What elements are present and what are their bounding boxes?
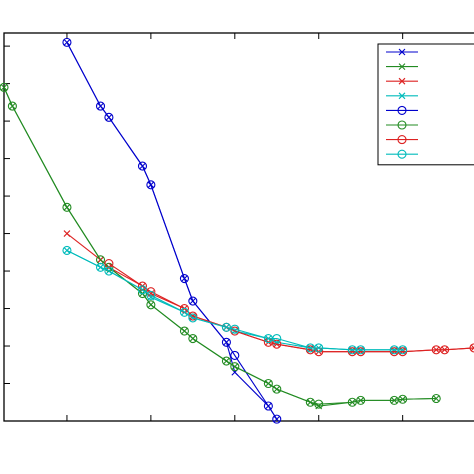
series-7-point-6 xyxy=(188,313,198,323)
series-2-point-19 xyxy=(470,344,474,352)
legend-marker-7 xyxy=(397,149,407,159)
series-7-point-16 xyxy=(398,345,408,355)
legend xyxy=(377,43,474,166)
series-5-point-10 xyxy=(230,362,240,372)
series-7-point-3 xyxy=(137,285,148,295)
series-5-point-8 xyxy=(188,333,198,344)
series-7-point-0 xyxy=(62,245,72,255)
series-4-point-4 xyxy=(146,180,156,190)
series-4-point-2 xyxy=(104,112,114,122)
series-7-point-12 xyxy=(314,343,324,353)
legend-marker-5 xyxy=(397,120,407,130)
series-7-point-7 xyxy=(221,322,231,332)
legend-marker-6 xyxy=(397,135,407,145)
series-4-point-8 xyxy=(230,350,240,360)
series-7-line xyxy=(66,249,403,351)
series-4-point-0 xyxy=(62,37,72,47)
series-2-point-0 xyxy=(63,230,71,237)
series-5-point-0 xyxy=(0,82,9,92)
series-4-point-10 xyxy=(272,414,282,424)
series-5-point-9 xyxy=(221,356,231,366)
legend-box xyxy=(377,43,474,166)
legend-marker-0 xyxy=(398,48,406,56)
series-6-line xyxy=(108,263,474,353)
series-4-point-1 xyxy=(95,101,106,111)
series-layer xyxy=(0,37,474,424)
series-5-point-1 xyxy=(7,101,17,111)
series-5-point-7 xyxy=(179,326,189,336)
series-5-point-11 xyxy=(263,378,273,389)
series-5-line xyxy=(3,87,437,405)
series-4-point-5 xyxy=(179,273,189,284)
axes xyxy=(3,32,474,422)
series-7 xyxy=(62,245,408,355)
plot-frame xyxy=(3,32,474,422)
series-7-point-10 xyxy=(272,333,282,344)
series-5-point-14 xyxy=(314,399,324,409)
series-7-point-14 xyxy=(356,345,366,355)
series-5-point-2 xyxy=(62,202,72,212)
series-5-point-16 xyxy=(356,395,366,405)
series-5-point-12 xyxy=(272,384,282,394)
legend-marker-3 xyxy=(398,92,406,100)
series-6-point-8 xyxy=(272,339,282,349)
series-4-point-3 xyxy=(137,161,148,171)
series-5-point-13 xyxy=(305,397,315,407)
series-7-point-4 xyxy=(146,290,156,300)
series-7-point-5 xyxy=(179,307,189,317)
legend-marker-4 xyxy=(397,105,407,115)
series-5-point-19 xyxy=(431,393,441,404)
series-6-point-16 xyxy=(440,345,450,355)
series-7-point-8 xyxy=(230,324,240,334)
legend-marker-2 xyxy=(398,77,406,85)
series-4-point-9 xyxy=(263,401,273,411)
series-7-point-2 xyxy=(104,266,114,276)
series-7-point-1 xyxy=(95,262,106,272)
series-0-point-10 xyxy=(273,415,281,423)
series-6-point-17 xyxy=(469,343,474,353)
series-5-point-6 xyxy=(146,300,156,310)
series-4-point-7 xyxy=(221,337,231,347)
series-5-point-15 xyxy=(347,397,357,407)
series-5-point-18 xyxy=(398,394,408,404)
legend-marker-1 xyxy=(398,63,406,70)
series-4-point-6 xyxy=(188,296,198,306)
